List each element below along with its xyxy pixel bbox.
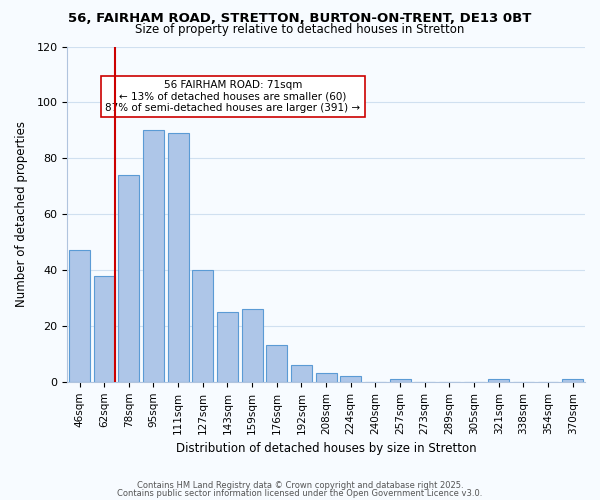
Bar [143,130,164,382]
Bar [217,312,238,382]
Text: Size of property relative to detached houses in Stretton: Size of property relative to detached ho… [136,22,464,36]
Bar [242,309,263,382]
Bar [488,379,509,382]
Bar [167,133,188,382]
Bar [94,276,115,382]
X-axis label: Distribution of detached houses by size in Stretton: Distribution of detached houses by size … [176,442,476,455]
Y-axis label: Number of detached properties: Number of detached properties [15,121,28,307]
Bar [316,374,337,382]
Bar [118,175,139,382]
Bar [340,376,361,382]
Text: Contains HM Land Registry data © Crown copyright and database right 2025.: Contains HM Land Registry data © Crown c… [137,481,463,490]
Bar [266,346,287,382]
Bar [389,379,410,382]
Bar [193,270,213,382]
Bar [562,379,583,382]
Bar [291,365,312,382]
Bar [69,250,90,382]
Text: 56 FAIRHAM ROAD: 71sqm
← 13% of detached houses are smaller (60)
87% of semi-det: 56 FAIRHAM ROAD: 71sqm ← 13% of detached… [106,80,361,113]
Text: Contains public sector information licensed under the Open Government Licence v3: Contains public sector information licen… [118,488,482,498]
Text: 56, FAIRHAM ROAD, STRETTON, BURTON-ON-TRENT, DE13 0BT: 56, FAIRHAM ROAD, STRETTON, BURTON-ON-TR… [68,12,532,26]
